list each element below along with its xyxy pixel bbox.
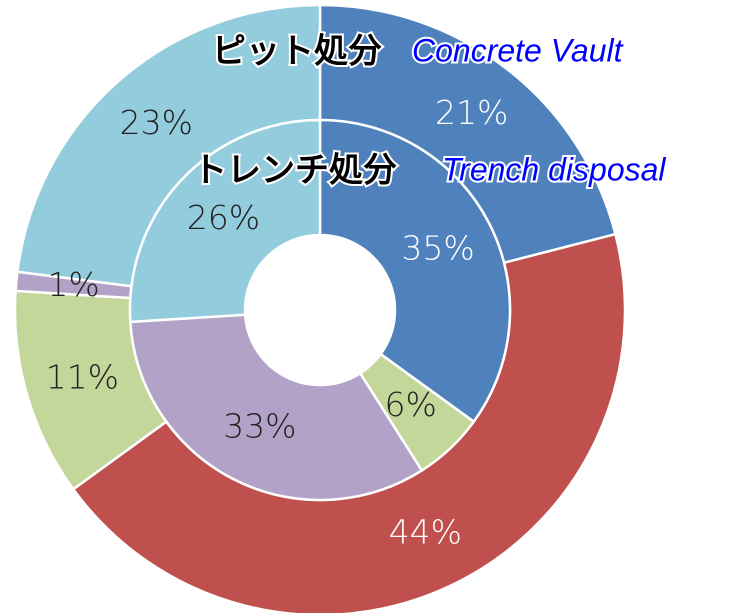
data-label: 33% — [223, 407, 296, 446]
donut-segment — [128, 118, 322, 324]
data-label: 44% — [389, 512, 462, 551]
inner-subtitle: Trench disposal — [442, 151, 666, 187]
data-label: 21% — [435, 93, 508, 132]
inner-title: トレンチ処分 — [193, 151, 397, 191]
outer-subtitle: Concrete Vault — [412, 32, 624, 68]
data-label: 11% — [46, 358, 119, 397]
donut-segment — [129, 313, 424, 502]
labels: 21% 44% 11% 1% 23% 35% 6% 33% 26% — [46, 93, 509, 552]
data-label: 26% — [187, 198, 260, 237]
rings — [13, 3, 627, 613]
outer-title: ピット処分 — [212, 32, 382, 72]
data-label: 35% — [401, 228, 474, 267]
data-label: 1% — [47, 265, 99, 304]
donut-segment — [318, 118, 512, 424]
data-label: 6% — [385, 385, 437, 424]
data-label: 23% — [120, 103, 193, 142]
